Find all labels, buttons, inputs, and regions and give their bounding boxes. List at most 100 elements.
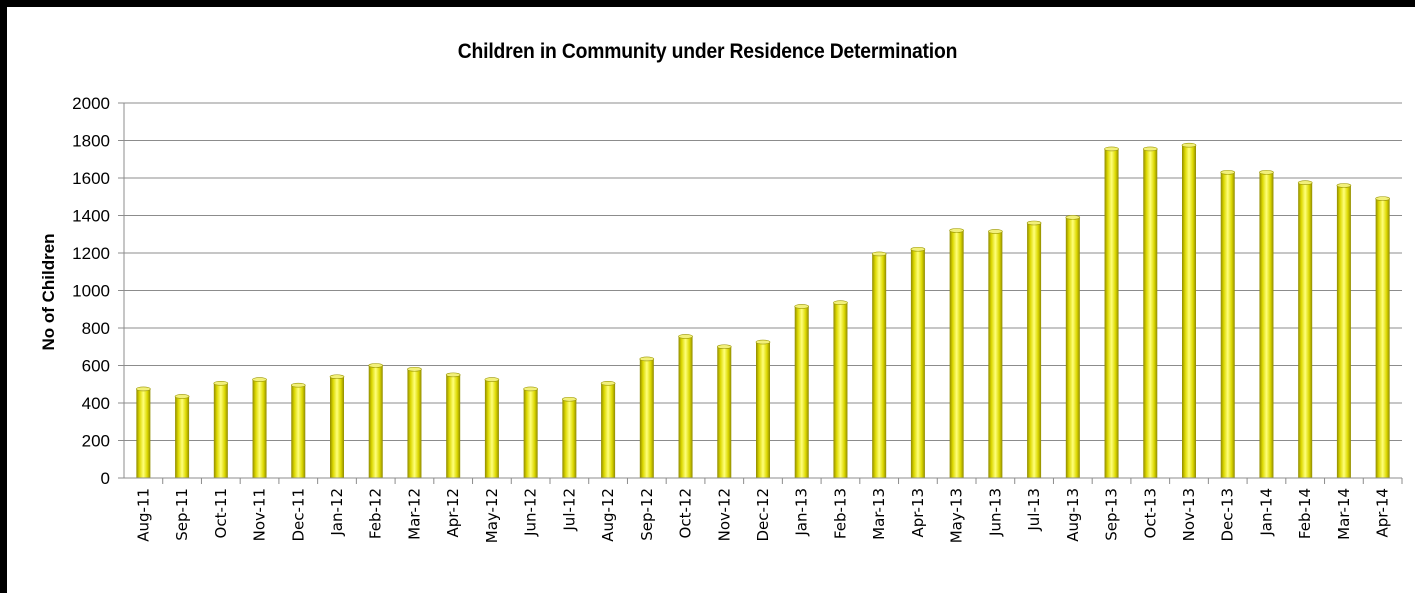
bar [330,376,344,478]
y-tick-label: 600 [82,357,110,376]
bar-cap [523,386,538,392]
bar [1065,217,1080,478]
x-tick-label: Oct-11 [212,488,230,538]
bar [601,383,616,478]
x-tick-label: Oct-13 [1141,488,1159,538]
bar [1298,182,1313,478]
bar-cap [1336,183,1352,188]
bar [910,249,925,478]
bar-cap [1104,146,1119,152]
bar [1375,198,1390,478]
bar [639,358,654,478]
bar-cap [794,304,810,309]
x-tick-label: Aug-12 [599,488,617,542]
x-tick-label: Apr-14 [1374,488,1392,538]
bar [1104,148,1119,478]
bar [175,396,190,478]
x-tick-label: Mar-14 [1335,488,1353,540]
x-tick-labels: Aug-11 Sep-11 Oct-11 Nov-11 Dec-11 Jan-12 Feb-… [134,488,1391,543]
bar-cap [988,229,1003,234]
bar [717,346,732,478]
x-tick-label: Apr-13 [909,488,927,538]
bar [484,379,499,478]
x-tick-label: Feb-14 [1296,488,1314,539]
bar-cap [833,300,848,305]
x-tick-label: Aug-11 [134,488,152,542]
bar-cap [871,251,887,257]
x-tick-label: Aug-13 [1064,488,1082,542]
bar-cap [716,344,732,350]
bar-cap [1026,220,1042,226]
y-tick-labels: 0 200 400 600 800 1000 1200 1400 1600 1800 2000 [72,94,110,488]
bar [678,336,693,478]
bar [1259,172,1274,478]
bar-cap [910,246,926,252]
bar-cap [678,334,693,339]
bar [833,302,848,478]
bar-cap [1259,170,1274,175]
bar [562,399,577,478]
x-tick-label: Sep-13 [1103,488,1121,541]
bar-cap [600,381,616,386]
bar [252,379,267,478]
bar [407,369,422,478]
bar-cap [562,396,577,402]
bar-cap [949,228,964,233]
bar-cap [445,372,461,378]
y-tick-label: 200 [82,432,110,451]
bar-cap [1375,196,1390,201]
x-tick-label: Nov-13 [1180,488,1198,541]
bar [136,388,151,478]
y-tick-label: 0 [101,469,110,488]
bar-cap [368,363,384,368]
bar-cap [329,374,345,380]
bar [213,383,228,478]
x-tick-label: Jul-12 [560,488,578,532]
y-tick-label: 1000 [72,282,110,301]
bar [1027,223,1042,478]
bar [523,388,538,478]
y-tick-label: 400 [82,394,110,413]
bars [136,142,1390,478]
bar-cap [755,339,771,345]
x-tick-label: Sep-11 [173,488,191,541]
bar-cap [136,386,151,392]
x-tick-label: Oct-12 [677,488,695,538]
bar [988,231,1003,478]
x-tick-label: Jan-13 [793,488,811,537]
bar-cap [484,377,500,382]
x-tick-label: Apr-12 [444,488,462,538]
x-tick-label: Jan-14 [1257,488,1275,537]
bar-cap [174,394,190,399]
bar [872,253,887,478]
axes [118,102,1403,484]
bar-cap [1297,180,1313,185]
bar-cap [213,381,229,386]
y-tick-label: 800 [82,319,110,338]
y-tick-label: 1600 [72,169,110,188]
y-tick-label: 2000 [72,94,110,113]
y-tick-label: 1400 [72,207,110,226]
y-tick-label: 1800 [72,132,110,151]
x-tick-label: Mar-12 [405,488,423,540]
x-tick-label: Dec-13 [1219,488,1237,542]
bar-cap [252,377,267,382]
bar [291,385,306,478]
bar-cap [1142,146,1158,152]
chart-title: Children in Community under Residence De… [457,40,958,63]
bar [1220,172,1235,478]
bar [1143,148,1158,478]
x-tick-label: May-13 [948,488,966,543]
x-tick-label: Feb-12 [367,488,385,539]
bar-cap [1065,215,1081,220]
bar [368,365,383,478]
x-tick-label: Jun-12 [522,488,540,537]
x-tick-label: Nov-11 [251,488,269,541]
bar [756,342,770,478]
x-tick-label: Jan-12 [328,488,346,537]
x-tick-label: Sep-12 [638,488,656,541]
bar [794,306,809,478]
x-tick-label: Feb-13 [831,488,849,539]
